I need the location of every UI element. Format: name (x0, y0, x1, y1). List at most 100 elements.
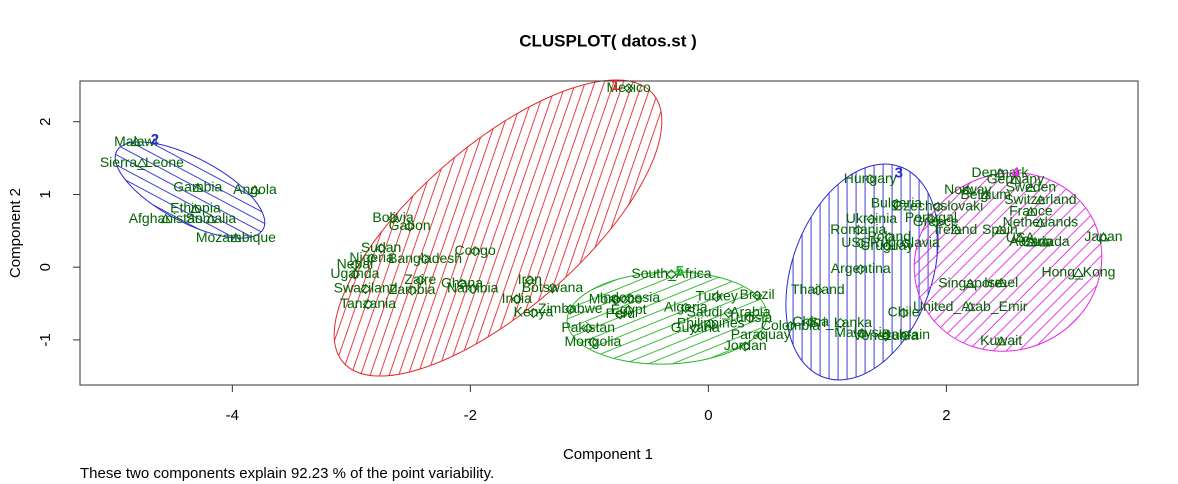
point-label: Mexico (606, 79, 651, 95)
point (994, 167, 1006, 178)
cluster-label: 1 (611, 77, 619, 94)
point-label: Switzerland (1004, 191, 1076, 207)
point (1073, 267, 1084, 277)
point (406, 285, 418, 296)
point (366, 253, 377, 264)
point-label: Botswana (522, 279, 584, 295)
point (190, 203, 201, 213)
point-label: Kenya (514, 304, 554, 320)
point (136, 157, 148, 168)
point-label: Bahrain (882, 326, 930, 342)
point (751, 290, 763, 301)
point-label: Belgium (960, 186, 1011, 202)
point (995, 335, 1007, 346)
point (880, 331, 891, 342)
point-label: Portugal (905, 209, 957, 225)
point (930, 216, 941, 228)
point-label: South_Africa (631, 265, 711, 281)
point (853, 224, 864, 236)
point (375, 243, 387, 254)
point-label: Hong_Kong (1042, 264, 1116, 280)
point-label: Colombia (761, 317, 820, 333)
point (610, 294, 621, 306)
point (666, 269, 677, 280)
point-label: Angola (233, 181, 277, 197)
point (865, 173, 876, 185)
point-label: Namibia (447, 280, 499, 296)
y-tick-label: 0 (37, 263, 54, 271)
point (932, 201, 944, 213)
x-tick-label: 2 (942, 407, 950, 424)
point (705, 318, 716, 330)
point-label: Somalia (186, 210, 237, 226)
point-label: Austria (1009, 233, 1053, 249)
point (205, 213, 217, 224)
point (994, 224, 1006, 235)
point (1025, 182, 1037, 192)
point-label: Mozambique (196, 229, 276, 245)
point (249, 184, 261, 195)
point (469, 245, 481, 257)
point-label: Hungary (844, 170, 897, 186)
point-label: Iran (518, 271, 542, 287)
point (615, 309, 626, 320)
point (1025, 236, 1037, 247)
point (1035, 217, 1046, 227)
point (456, 278, 468, 290)
point (740, 341, 751, 352)
point (1098, 231, 1109, 242)
point (623, 83, 634, 94)
point (524, 275, 536, 286)
point (884, 232, 895, 243)
point-label: China (792, 313, 829, 329)
point-label: Bolivia (372, 209, 413, 225)
point (192, 182, 204, 192)
point-label: Yugoslavia (872, 234, 940, 250)
point-label: Indonesia (599, 289, 660, 305)
point-label: Paraquay (731, 326, 791, 342)
y-tick-label: 1 (37, 190, 54, 198)
point-label: Zambia (389, 281, 436, 297)
point-label: France (1009, 203, 1053, 219)
point (360, 283, 371, 295)
point (1035, 194, 1046, 205)
point-label: USA (1006, 229, 1035, 245)
point (230, 232, 242, 243)
point-label: Norway (944, 181, 991, 197)
point-label: Ireland (935, 221, 978, 237)
point (1010, 174, 1021, 184)
point-label: Turkey (696, 288, 738, 304)
point-label: Sudan (361, 239, 401, 255)
chart-title: CLUSPLOT( datos.st ) (519, 31, 697, 50)
point (415, 275, 426, 286)
point-label: Brazil (740, 286, 775, 302)
point (680, 302, 691, 314)
point (900, 237, 912, 249)
point-label: Nigeria (349, 249, 394, 265)
point-label: Tanzania (340, 295, 396, 311)
point-label: Mongolia (565, 333, 622, 349)
cluster-label: 2 (151, 131, 159, 148)
point-label: Peru (606, 305, 636, 321)
cluster-ellipses (114, 79, 1103, 381)
point (711, 291, 722, 303)
x-axis-label: Component 1 (563, 446, 653, 463)
point (964, 278, 976, 288)
plot-frame (79, 80, 1139, 386)
point-label: Ethiopia (170, 200, 221, 216)
point (898, 307, 909, 319)
point (785, 320, 796, 332)
point-label: Sierra_Leone (100, 154, 184, 170)
point-label: Venezuela (853, 327, 919, 343)
cluster-ellipse (913, 172, 1103, 352)
point-label: Ghana (441, 275, 483, 291)
point-label: Thailand (791, 281, 845, 297)
point-label: Greece (913, 213, 959, 229)
point-label: United_Arab_Emir (913, 298, 1028, 314)
point (723, 307, 734, 319)
x-tick-label: -4 (226, 407, 239, 424)
point (404, 221, 415, 232)
point-label: Malaysia (834, 324, 889, 340)
point-label: Uruguay (860, 237, 913, 253)
point (582, 323, 594, 334)
